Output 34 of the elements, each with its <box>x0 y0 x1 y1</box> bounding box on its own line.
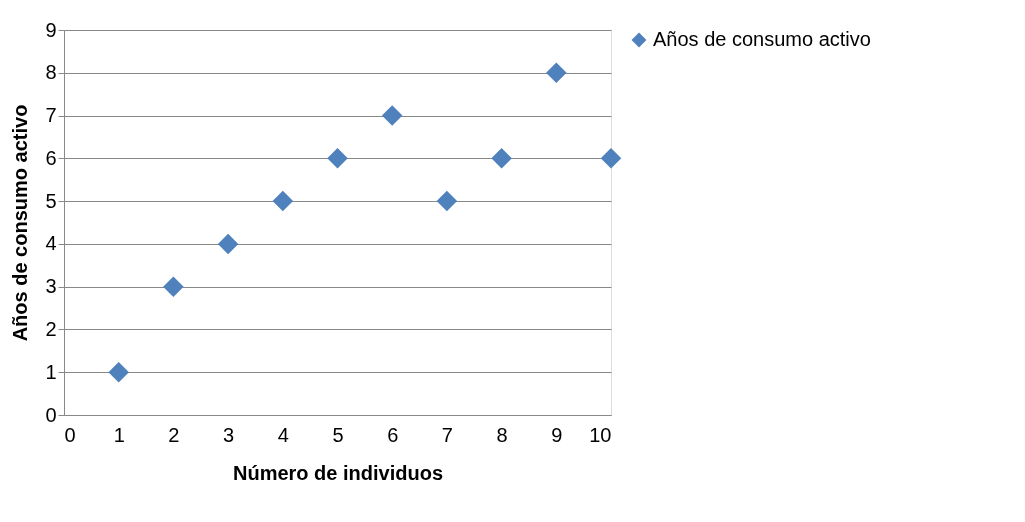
x-axis-title: Número de individuos <box>232 461 444 484</box>
point <box>546 62 567 84</box>
x-tick-label: 0 <box>64 423 76 446</box>
y-tick-label: 5 <box>45 189 57 212</box>
point <box>491 148 512 169</box>
y-tick-label: 6 <box>45 146 57 169</box>
y-axis-title: Años de consumo activo <box>9 104 32 342</box>
y-tick-label: 3 <box>45 275 57 298</box>
point <box>327 148 348 169</box>
point <box>600 148 622 169</box>
point <box>272 190 294 212</box>
legend-label: Años de consumo activo <box>653 28 871 50</box>
x-tick-label: 4 <box>277 423 289 446</box>
point <box>217 233 239 255</box>
x-tick-label: 5 <box>332 423 344 446</box>
x-tick-label: 7 <box>441 423 453 446</box>
point <box>436 190 458 212</box>
x-tick-label: 2 <box>168 423 180 446</box>
point <box>381 105 403 126</box>
x-tick-label: 10 <box>589 423 612 446</box>
y-tick-label: 0 <box>45 403 57 426</box>
y-tick-label: 1 <box>45 360 57 383</box>
x-tick-label: 3 <box>223 423 235 446</box>
x-tick-label: 8 <box>496 423 508 446</box>
y-tick-label: 2 <box>45 317 57 340</box>
y-tick-label: 8 <box>45 61 57 84</box>
y-tick-label: 4 <box>45 232 57 255</box>
point <box>163 276 184 297</box>
x-tick-label: 6 <box>387 423 399 446</box>
y-tick-label: 7 <box>45 104 57 127</box>
y-tick-label: 9 <box>45 18 57 41</box>
point <box>108 361 129 383</box>
x-tick-label: 1 <box>113 423 125 446</box>
x-tick-label: 9 <box>551 423 563 446</box>
